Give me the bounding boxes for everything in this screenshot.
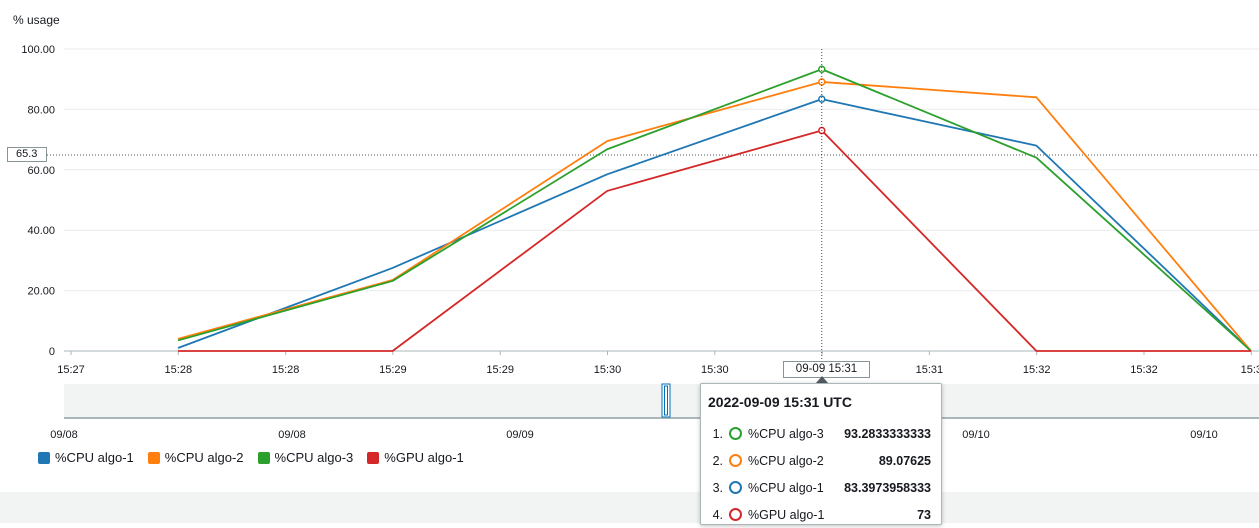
series-line[interactable] [177, 68, 1252, 352]
y-tick-label: 40.00 [27, 225, 55, 237]
y-axis: 100.00 80.00 60.00 40.00 20.00 0 [21, 44, 55, 358]
series-line[interactable] [178, 129, 1251, 352]
tooltip-series-value: 83.3973958333 [844, 480, 931, 495]
footer-bar [0, 492, 1259, 523]
hover-point[interactable] [818, 65, 826, 73]
series-line[interactable] [177, 98, 1252, 352]
gridlines [47, 48, 1259, 352]
legend-label: %CPU algo-3 [274, 450, 354, 465]
tooltip-series-name: %CPU algo-1 [748, 480, 824, 495]
x-tick-label: 15:30 [594, 364, 622, 376]
y-tick-label: 80.00 [27, 104, 55, 116]
legend-label: %GPU algo-1 [384, 450, 464, 465]
x-tick-label: 15:28 [272, 364, 300, 376]
legend-swatch [38, 451, 50, 464]
navigator-handle-grip[interactable] [664, 385, 668, 416]
x-tick-label: 15:31 [916, 364, 944, 376]
x-axis: 15:27 15:28 15:28 15:29 15:29 15:30 15:30 15:31… [57, 351, 1259, 376]
x-tick-label: 15:32 [1130, 364, 1158, 376]
legend-label: %CPU algo-2 [164, 450, 244, 465]
y-tick-label: 100.00 [21, 44, 55, 56]
tooltip-series-name: %CPU algo-2 [748, 453, 824, 468]
tooltip-row-index: 1. [712, 426, 723, 441]
tooltip-row-index: 4. [712, 507, 723, 522]
navigator-label: 09/10 [962, 429, 990, 441]
navigator-label: 09/09 [506, 429, 534, 441]
y-tick-label: 60.00 [27, 165, 55, 177]
tooltip-arrow [816, 376, 828, 383]
tooltip-series-value: 93.2833333333 [844, 426, 931, 441]
navigator-handle[interactable] [661, 383, 671, 418]
reference-value-label: 65.3 [7, 147, 47, 162]
tooltip-title: 2022-09-09 15:31 UTC [708, 394, 852, 410]
legend-label: %CPU algo-1 [55, 450, 134, 465]
x-tick-label: 15:30 [701, 364, 729, 376]
tooltip-series-name: %GPU algo-1 [748, 507, 825, 522]
x-tick-label: 15:3 [1241, 364, 1259, 376]
navigator-label: 09/10 [1190, 429, 1218, 441]
hover-point[interactable] [818, 78, 826, 86]
legend-swatch [257, 451, 270, 464]
y-axis-title: % usage [13, 13, 60, 27]
tooltip-series-value: 73 [917, 507, 931, 522]
y-tick-label: 0 [49, 346, 55, 358]
legend-item[interactable]: %GPU algo-1 [367, 450, 464, 465]
legend-item[interactable]: %CPU algo-1 [38, 450, 134, 465]
x-tick-label: 15:29 [486, 364, 514, 376]
tooltip-row: 3. %CPU algo-1 83.3973958333 [707, 474, 931, 501]
legend-swatch [147, 451, 160, 464]
series-ring-icon [729, 427, 742, 440]
tooltip-row: 2. %CPU algo-2 89.07625 [707, 447, 931, 474]
legend-item[interactable]: %CPU algo-2 [147, 450, 244, 465]
legend-item[interactable]: %CPU algo-3 [257, 450, 354, 465]
tooltip-row: 4. %GPU algo-1 73 [707, 501, 931, 528]
x-tick-label: 15:29 [379, 364, 407, 376]
x-tick-label: 15:28 [165, 364, 193, 376]
legend-swatch [367, 451, 380, 464]
tooltip-row-index: 3. [712, 480, 723, 495]
chart-legend: %CPU algo-1 %CPU algo-2 %CPU algo-3 %GPU al… [38, 450, 464, 465]
x-tick-label: 15:32 [1023, 364, 1051, 376]
y-tick-label: 20.00 [27, 286, 55, 298]
series-ring-icon [729, 481, 742, 494]
time-navigator[interactable]: 09/08 09/08 09/09 09/10 09/10 [50, 383, 1259, 441]
navigator-label: 09/08 [278, 429, 306, 441]
series-ring-icon [729, 508, 742, 521]
x-tick-label: 15:27 [57, 364, 85, 376]
tooltip-row-index: 2. [712, 453, 723, 468]
tooltip-series-name: %CPU algo-3 [748, 426, 824, 441]
navigator-label: 09/08 [50, 429, 78, 441]
tooltip-series-value: 89.07625 [878, 453, 931, 468]
series-lines[interactable] [177, 65, 1252, 352]
tooltip-row: 1. %CPU algo-3 93.2833333333 [707, 420, 931, 447]
series-line[interactable] [177, 81, 1252, 352]
hover-point[interactable] [818, 95, 826, 103]
chart-tooltip: 2022-09-09 15:31 UTC 1. %CPU algo-3 93.283… [700, 383, 942, 525]
series-ring-icon [729, 454, 742, 467]
